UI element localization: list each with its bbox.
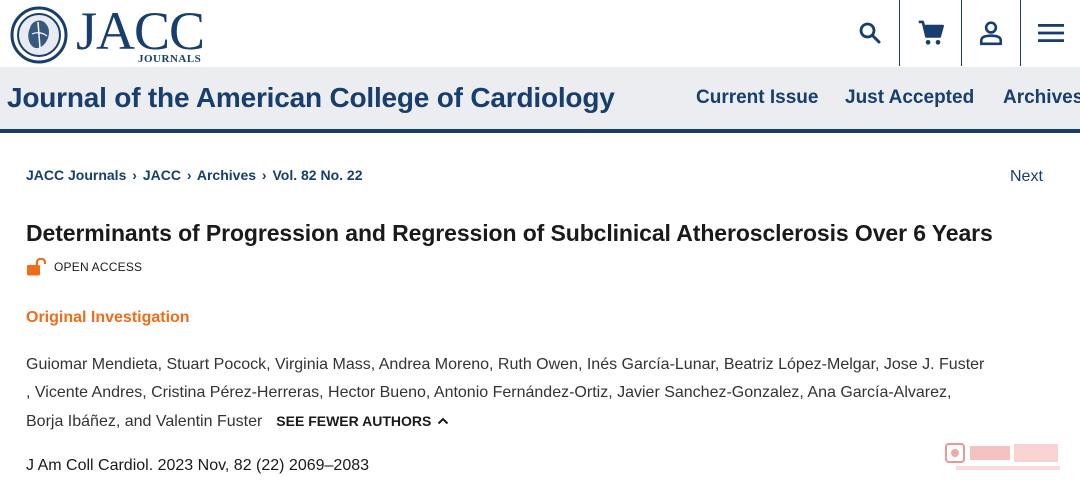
cart-button[interactable] [901,0,961,66]
logo-subword: JOURNALS [138,53,202,65]
menu-button[interactable] [1021,0,1080,66]
breadcrumb-separator: › [261,167,267,183]
next-article-link[interactable]: Next [1010,168,1043,185]
top-header: JACC JOURNALS [0,0,1080,68]
header-divider [899,0,900,66]
search-button[interactable] [850,0,890,66]
open-lock-icon [27,258,46,276]
breadcrumb-separator: › [132,167,137,183]
nav-archives[interactable]: Archives [1003,87,1080,108]
article-type[interactable]: Original Investigation [26,309,190,326]
header-divider [1020,0,1021,66]
header-divider [961,0,962,66]
see-fewer-authors-button[interactable]: SEE FEWER AUTHORS [276,407,449,435]
journal-title[interactable]: Journal of the American College of Cardi… [7,82,615,113]
breadcrumb-archives[interactable]: Archives [196,167,257,183]
search-icon [859,22,881,44]
header-rule [0,129,1080,133]
nav-just-accepted[interactable]: Just Accepted [845,87,975,108]
open-access-badge: OPEN ACCESS [26,258,142,276]
logo-wordmark: JACC JOURNALS [74,1,214,65]
cart-icon [918,20,944,45]
breadcrumb: JACC Journals › JACC › Archives › Vol. 8… [26,167,362,183]
chevron-up-icon [438,417,449,425]
account-button[interactable] [962,0,1020,66]
breadcrumb-jacc[interactable]: JACC [142,167,181,183]
watermark-logo [945,443,1060,470]
author-line: , Vicente Andres, Cristina Pérez-Herrera… [26,384,952,401]
breadcrumb-volume[interactable]: Vol. 82 No. 22 [272,167,363,183]
menu-icon [1037,24,1064,42]
author-list: Guiomar Mendieta, Stuart Pocock, Virgini… [26,351,1066,436]
author-line: Guiomar Mendieta, Stuart Pocock, Virgini… [26,356,985,373]
article-title: Determinants of Progression and Regressi… [26,220,993,246]
jacc-seal-icon [10,6,68,64]
logo-word: JACC [76,1,205,61]
citation: J Am Coll Cardiol. 2023 Nov, 82 (22) 206… [26,457,370,474]
author-line-last: Borja Ibáñez, and Valentin Fuster SEE FEW… [26,407,1066,436]
user-icon [979,21,1003,46]
see-fewer-label: SEE FEWER AUTHORS [276,413,432,429]
open-access-label: OPEN ACCESS [54,260,143,274]
breadcrumb-separator: › [186,167,192,183]
breadcrumb-jacc-journals[interactable]: JACC Journals [26,167,127,183]
author-line-text: Borja Ibáñez, and Valentin Fuster [26,413,263,430]
nav-current-issue[interactable]: Current Issue [696,87,819,108]
journal-bar: Journal of the American College of Cardi… [0,67,1080,130]
jacc-journals-logo[interactable]: JACC JOURNALS [10,1,214,65]
